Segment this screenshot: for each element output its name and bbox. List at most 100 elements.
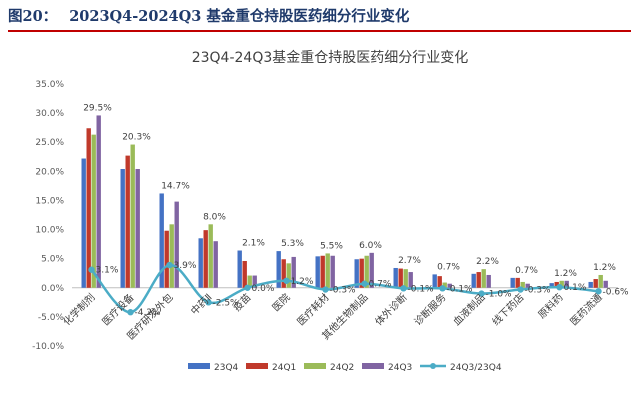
- legend-label: 24Q3/23Q4: [450, 363, 502, 373]
- bar-23q4: [393, 267, 398, 288]
- line-point: [88, 266, 95, 273]
- bar-23q4: [315, 256, 320, 288]
- bar-24q1: [593, 279, 598, 288]
- legend-label: 24Q1: [272, 363, 296, 373]
- line-point: [439, 285, 446, 292]
- bar-24q3: [603, 280, 608, 288]
- bar-24q2: [169, 224, 174, 288]
- bar-24q3: [564, 280, 569, 288]
- bar-23q4: [471, 273, 476, 288]
- bar-24q2: [130, 144, 135, 288]
- bar-24q1: [515, 277, 520, 288]
- bar-24q2: [481, 269, 486, 288]
- figure-caption: 图20： 2023Q4-2024Q3 基金重仓持股医药细分行业变化: [8, 6, 631, 32]
- line-point: [283, 277, 290, 284]
- bar-value-label: 20.3%: [122, 133, 151, 143]
- line-point: [361, 280, 368, 287]
- y-tick-label: 10.0%: [35, 226, 64, 236]
- bar-value-label: 2.2%: [476, 257, 499, 267]
- bar-value-label: 5.5%: [320, 241, 343, 251]
- x-category-label: 医药流通: [567, 291, 604, 328]
- bar-23q4: [81, 158, 86, 288]
- bar-value-label: 1.2%: [593, 263, 616, 273]
- bar-24q3: [291, 256, 296, 288]
- bar-24q3: [252, 275, 257, 288]
- line-point: [400, 285, 407, 292]
- y-tick-label: 15.0%: [35, 196, 64, 206]
- chart-title: 23Q4-24Q3基金重仓持股医药细分行业变化: [192, 49, 469, 66]
- line-point: [166, 261, 173, 269]
- x-category-label: 化学制剂: [60, 291, 97, 328]
- legend-swatch: [304, 363, 326, 369]
- legend-swatch: [188, 363, 210, 369]
- bar-24q2: [598, 274, 603, 288]
- line-value-label: -0.1%: [408, 284, 435, 294]
- x-category-label: 血液制品: [450, 291, 487, 328]
- line-point: [478, 290, 485, 297]
- bar-value-label: 6.0%: [359, 241, 382, 251]
- line-point: [556, 283, 563, 291]
- y-tick-label: 0.0%: [41, 284, 64, 294]
- bar-23q4: [276, 251, 281, 288]
- bar-23q4: [510, 277, 515, 288]
- bar-value-label: 5.3%: [281, 239, 304, 249]
- bar-24q3: [330, 255, 335, 288]
- bar-value-label: 14.7%: [161, 181, 190, 191]
- bars-layer: [81, 115, 608, 288]
- legend: 23Q4 24Q1 24Q2 24Q3 24Q3/23Q4: [188, 363, 502, 373]
- line-value-label: -0.6%: [603, 287, 630, 297]
- bar-24q2: [442, 282, 447, 288]
- bar-24q2: [247, 275, 252, 288]
- bar-24q2: [520, 281, 525, 288]
- bar-value-label: 29.5%: [83, 103, 112, 113]
- bar-24q3: [408, 272, 413, 288]
- x-category-label: 体外诊断: [372, 291, 409, 328]
- line-point: [205, 299, 212, 306]
- bar-23q4: [549, 283, 554, 288]
- x-category-label: 诊断服务: [411, 291, 448, 328]
- bar-24q1: [359, 258, 364, 288]
- y-tick-label: 35.0%: [35, 80, 64, 90]
- bar-value-label: 2.1%: [242, 239, 265, 249]
- bar-23q4: [237, 250, 242, 288]
- y-tick-label: -10.0%: [32, 342, 64, 352]
- y-tick-label: 20.0%: [35, 167, 64, 177]
- bar-24q1: [164, 230, 169, 288]
- bar-24q1: [242, 260, 247, 288]
- bar-24q2: [208, 224, 213, 288]
- bar-24q2: [91, 134, 96, 288]
- bar-value-label: 0.7%: [515, 266, 538, 276]
- line-value-label: -2.5%: [213, 298, 240, 308]
- line-value-label: 0.0%: [252, 284, 275, 294]
- bar-24q3: [486, 274, 491, 288]
- y-tick-label: 30.0%: [35, 109, 64, 119]
- legend-label: 24Q3: [388, 363, 412, 373]
- bar-24q2: [403, 269, 408, 288]
- bar-24q3: [369, 252, 374, 288]
- labels-layer: 29.5%化学制剂20.3%医疗设备14.7%医疗研发外包8.0%中药Ⅱ2.1%…: [60, 103, 629, 342]
- bar-24q1: [86, 128, 91, 288]
- bar-23q4: [120, 169, 125, 288]
- legend-label: 24Q2: [330, 363, 354, 373]
- bar-23q4: [354, 259, 359, 288]
- legend-swatch: [362, 363, 384, 369]
- line-point: [244, 284, 251, 291]
- legend-label: 23Q4: [214, 363, 239, 373]
- bar-23q4: [159, 193, 164, 288]
- bar-23q4: [588, 281, 593, 288]
- bar-24q3: [96, 115, 101, 288]
- figure-label: 图20：: [8, 8, 58, 25]
- y-tick-label: 5.0%: [41, 255, 64, 265]
- bar-24q1: [203, 230, 208, 288]
- bar-value-label: 1.2%: [554, 269, 577, 279]
- bar-24q1: [437, 276, 442, 288]
- line-point: [322, 286, 329, 293]
- y-tick-label: -5.0%: [38, 313, 65, 323]
- line-layer: [88, 261, 602, 316]
- bar-24q3: [174, 201, 179, 288]
- bar-24q3: [447, 283, 452, 288]
- line-value-label: 3.1%: [96, 266, 119, 276]
- y-tick-label: 25.0%: [35, 138, 64, 148]
- x-category-label: 医疗耗材: [294, 291, 331, 328]
